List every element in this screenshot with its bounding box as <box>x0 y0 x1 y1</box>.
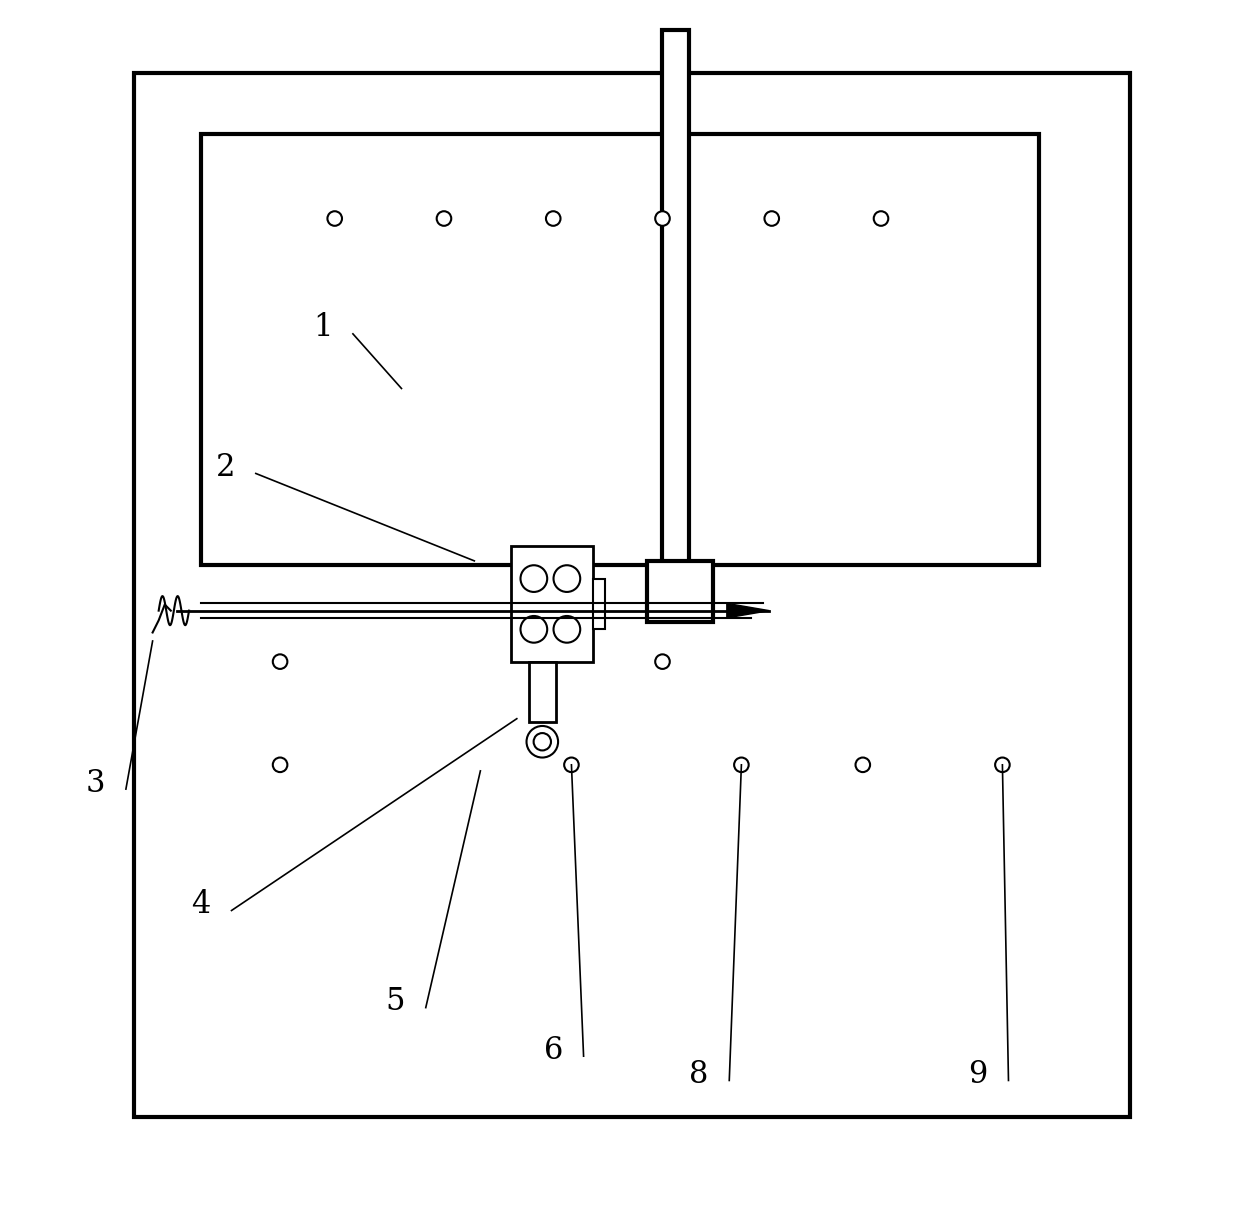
Text: 1: 1 <box>312 312 332 344</box>
Circle shape <box>273 758 288 772</box>
Circle shape <box>856 758 870 772</box>
Circle shape <box>521 566 547 592</box>
Text: 4: 4 <box>191 889 211 920</box>
Text: 5: 5 <box>386 986 405 1017</box>
Circle shape <box>521 615 547 642</box>
Bar <box>511 546 593 662</box>
Bar <box>201 134 1039 565</box>
Circle shape <box>546 211 560 226</box>
Circle shape <box>553 566 580 592</box>
Circle shape <box>436 211 451 226</box>
Circle shape <box>327 211 342 226</box>
Text: 3: 3 <box>86 767 105 799</box>
Circle shape <box>527 726 558 758</box>
Circle shape <box>874 211 888 226</box>
Bar <box>529 662 556 722</box>
Polygon shape <box>727 603 769 618</box>
Bar <box>647 561 713 622</box>
Text: 2: 2 <box>216 452 236 483</box>
Circle shape <box>655 211 670 226</box>
Circle shape <box>273 654 288 669</box>
Bar <box>134 73 1130 1117</box>
Circle shape <box>765 211 779 226</box>
Circle shape <box>734 758 749 772</box>
Text: 8: 8 <box>689 1059 708 1090</box>
Bar <box>593 579 605 629</box>
Circle shape <box>996 758 1009 772</box>
Text: 6: 6 <box>543 1034 563 1066</box>
Circle shape <box>655 654 670 669</box>
Circle shape <box>564 758 579 772</box>
Circle shape <box>553 615 580 642</box>
Circle shape <box>533 733 551 750</box>
Text: 9: 9 <box>968 1059 988 1090</box>
Bar <box>662 30 689 565</box>
